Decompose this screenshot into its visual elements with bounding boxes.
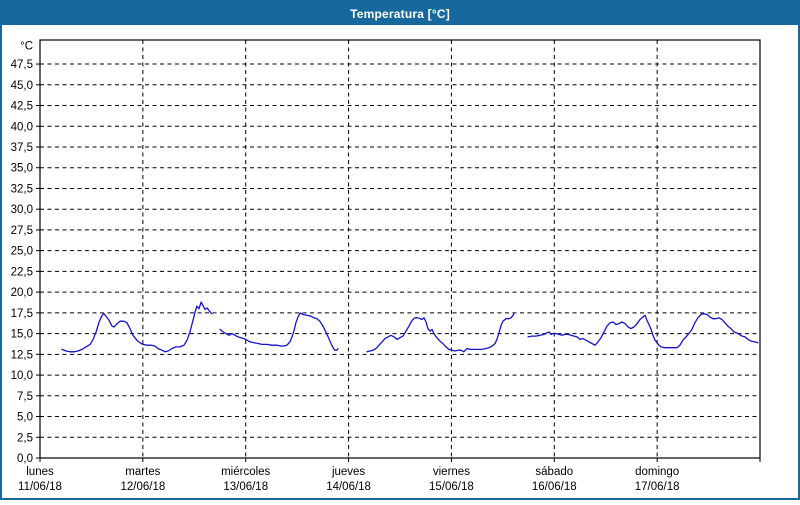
temperature-line-segment bbox=[61, 301, 213, 353]
x-day-label: miércoles bbox=[221, 466, 270, 478]
x-day-label: lunes bbox=[26, 466, 54, 478]
y-tick-label: 2,5 bbox=[17, 432, 33, 444]
x-date-label: 11/06/18 bbox=[18, 481, 62, 493]
temperature-line-segment bbox=[366, 312, 515, 353]
y-tick-label: 40,0 bbox=[11, 121, 33, 133]
y-tick-label: 10,0 bbox=[11, 370, 33, 382]
y-tick-label: 45,0 bbox=[11, 80, 33, 92]
x-day-label: jueves bbox=[331, 466, 365, 478]
y-tick-label: 0,0 bbox=[17, 453, 33, 465]
x-day-label: domingo bbox=[635, 466, 679, 478]
y-tick-label: 15,0 bbox=[11, 329, 33, 341]
x-day-label: viernes bbox=[433, 466, 470, 478]
x-date-label: 12/06/18 bbox=[120, 481, 165, 493]
x-day-label: martes bbox=[125, 466, 160, 478]
x-date-label: 13/06/18 bbox=[223, 481, 268, 493]
title-bar: Temperatura [°C] bbox=[2, 2, 798, 25]
y-tick-label: 32,5 bbox=[11, 183, 33, 195]
y-tick-label: 7,5 bbox=[17, 391, 33, 403]
y-tick-label: 37,5 bbox=[11, 142, 33, 154]
x-day-label: sábado bbox=[535, 466, 573, 478]
y-tick-label: 25,0 bbox=[11, 246, 33, 258]
y-tick-label: 20,0 bbox=[11, 287, 33, 299]
y-axis-unit-label: °C bbox=[20, 41, 33, 53]
y-tick-label: 47,5 bbox=[11, 59, 33, 71]
x-date-label: 16/06/18 bbox=[532, 481, 577, 493]
plot-border bbox=[39, 39, 761, 459]
y-tick-label: 27,5 bbox=[11, 225, 33, 237]
y-tick-label: 30,0 bbox=[11, 204, 33, 216]
y-tick-label: 42,5 bbox=[11, 101, 33, 113]
temperature-line-segment bbox=[527, 313, 759, 349]
y-tick-label: 35,0 bbox=[11, 163, 33, 175]
x-date-label: 14/06/18 bbox=[326, 481, 371, 493]
y-tick-label: 22,5 bbox=[11, 266, 33, 278]
y-tick-label: 5,0 bbox=[17, 412, 33, 424]
temperature-line-segment bbox=[219, 312, 339, 351]
y-tick-label: 12,5 bbox=[11, 349, 33, 361]
window-title: Temperatura [°C] bbox=[350, 6, 450, 21]
x-date-label: 17/06/18 bbox=[635, 481, 680, 493]
y-tick-label: 17,5 bbox=[11, 308, 33, 320]
x-date-label: 15/06/18 bbox=[429, 481, 474, 493]
